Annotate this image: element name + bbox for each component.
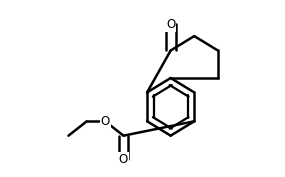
Text: O: O [101,115,110,128]
Text: O: O [119,153,128,166]
Text: O: O [166,18,175,31]
